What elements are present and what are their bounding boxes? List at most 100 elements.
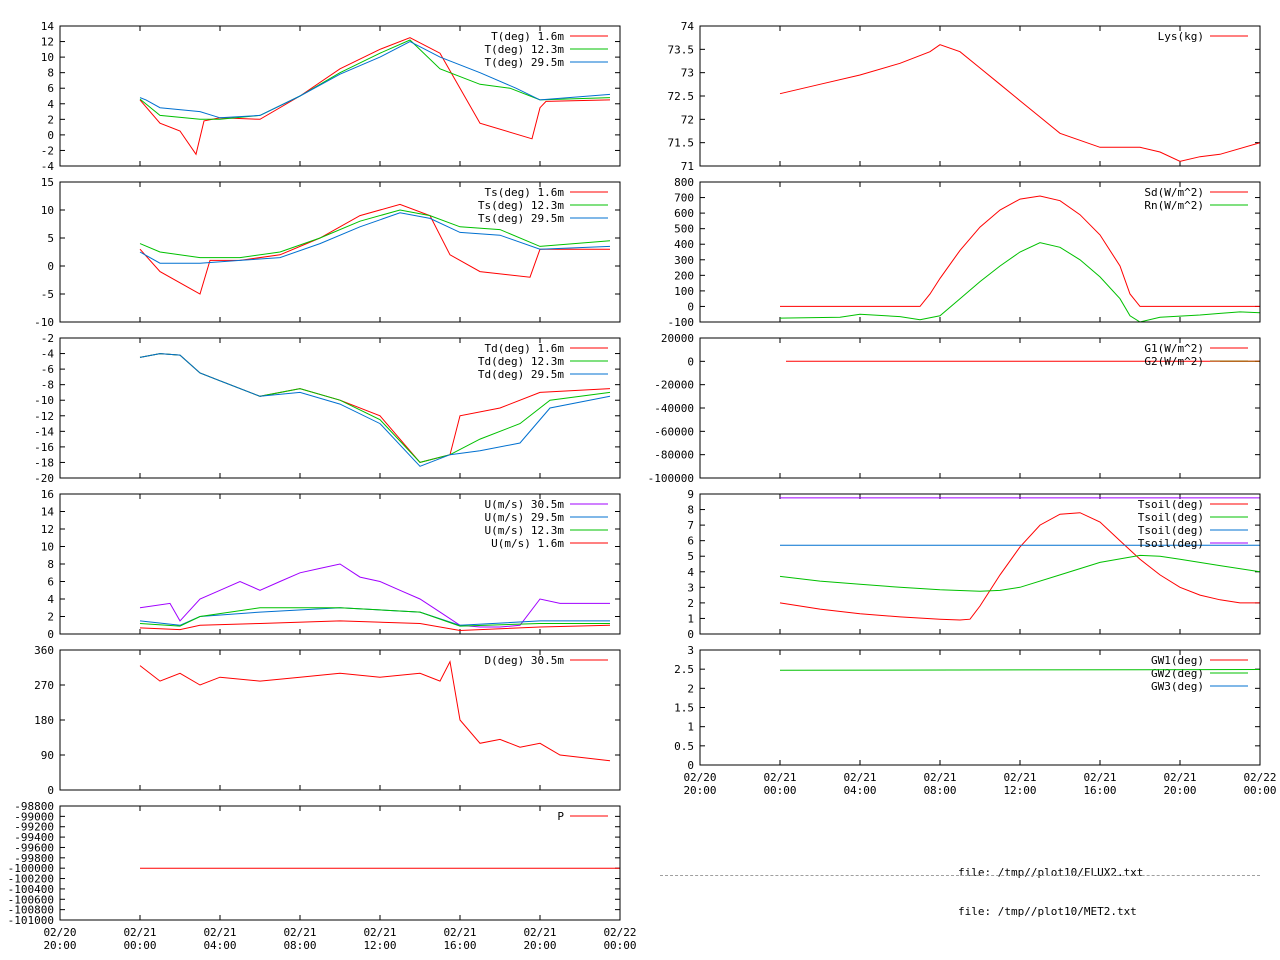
- legend-label: U(m/s) 1.6m: [491, 537, 564, 550]
- x-tick-label: 08:00: [923, 784, 956, 797]
- legend-label: U(m/s) 30.5m: [485, 498, 565, 511]
- chart-panel-9: -100000 -80000 -60000 -40000 -20000 0 20000 G1(…: [648, 332, 1261, 485]
- y-tick-label: 72.5: [668, 90, 695, 103]
- y-tick-label: 6: [687, 535, 694, 548]
- plot-frame: [699, 337, 1261, 479]
- x-tick-label: 12:00: [363, 939, 396, 952]
- legend-label: G2(W/m^2): [1144, 355, 1204, 368]
- y-tick-label: -16: [34, 441, 54, 454]
- legend-label: Tsoil(deg): [1138, 511, 1204, 524]
- legend-label: Sd(W/m^2): [1144, 186, 1204, 199]
- y-tick-label: -80000: [654, 449, 694, 462]
- series-line: [139, 607, 610, 627]
- y-tick-label: -99200: [14, 821, 54, 834]
- y-tick-label: 0: [47, 784, 54, 797]
- legend-label: Td(deg) 29.5m: [478, 368, 564, 381]
- y-tick-label: 2: [47, 611, 54, 624]
- legend-label: Ts(deg) 1.6m: [485, 186, 565, 199]
- x-tick-label: 02/21: [1163, 771, 1196, 784]
- x-tick-label: 02/21: [283, 926, 316, 939]
- y-tick-label: 0.5: [674, 740, 694, 753]
- legend-label: U(m/s) 29.5m: [485, 511, 565, 524]
- y-tick-label: 700: [674, 192, 694, 205]
- y-tick-label: 4: [47, 593, 54, 606]
- y-tick-label: -99600: [14, 841, 54, 854]
- x-tick-label: 08:00: [283, 939, 316, 952]
- y-tick-label: 2: [47, 113, 54, 126]
- y-tick-label: 8: [47, 558, 54, 571]
- y-tick-label: -4: [41, 348, 55, 361]
- plot-frame: [59, 337, 621, 479]
- x-tick-label: 20:00: [43, 939, 76, 952]
- y-tick-label: 74: [681, 20, 695, 33]
- y-tick-label: 0: [47, 129, 54, 142]
- y-tick-label: 800: [674, 176, 694, 189]
- chart-panel-8: -100 0 100 200 300 400 500 600 700 800 Sd(W/m^2)Rn…: [668, 176, 1261, 329]
- y-tick-label: -98800: [14, 800, 54, 813]
- legend-label: GW1(deg): [1151, 654, 1204, 667]
- y-tick-label: 16: [41, 488, 54, 501]
- y-tick-label: -18: [34, 456, 54, 469]
- x-tick-label: 02/20: [683, 771, 716, 784]
- y-tick-label: 100: [674, 285, 694, 298]
- y-tick-label: -60000: [654, 425, 694, 438]
- y-tick-label: 71.5: [668, 137, 695, 150]
- y-tick-label: 360: [34, 644, 54, 657]
- x-tick-label: 00:00: [603, 939, 636, 952]
- y-tick-label: 14: [41, 506, 55, 519]
- legend-label: Td(deg) 1.6m: [485, 342, 565, 355]
- x-tick-label: 02/21: [1083, 771, 1116, 784]
- y-tick-label: 90: [41, 749, 54, 762]
- y-tick-label: 0: [687, 759, 694, 772]
- legend-label: Tsoil(deg): [1138, 498, 1204, 511]
- plot-frame: [699, 649, 1261, 766]
- y-tick-label: 500: [674, 223, 694, 236]
- x-tick-label: 00:00: [123, 939, 156, 952]
- legend-label: D(deg) 30.5m: [485, 654, 565, 667]
- x-tick-label: 02/21: [843, 771, 876, 784]
- y-tick-label: 73.5: [668, 43, 695, 56]
- y-tick-label: 270: [34, 679, 54, 692]
- chart-panel-6: -101000-100800-100600-100400-100200-1000…: [8, 800, 637, 952]
- plot-frame: [59, 181, 621, 323]
- y-tick-label: -14: [34, 425, 54, 438]
- plot-frame: [59, 649, 621, 791]
- y-tick-label: -40000: [654, 402, 694, 415]
- y-tick-label: 300: [674, 254, 694, 267]
- y-tick-label: 10: [41, 51, 54, 64]
- chart-panel-1: -4 -2 0 2 4 6 8 10 12 14 T(deg) 1.6mT(deg) 12.3mT(…: [41, 20, 621, 173]
- x-tick-label: 02/20: [43, 926, 76, 939]
- series-line: [779, 554, 1260, 592]
- file-list: file: /tmp//plot10/FLUX2.txt file: /tmp/…: [958, 840, 1258, 931]
- legend-label: T(deg) 1.6m: [491, 30, 564, 43]
- y-tick-label: 20000: [661, 332, 694, 345]
- chart-panel-10: 0123456789Tsoil(deg)Tsoil(deg)Tsoil(deg)…: [687, 488, 1261, 641]
- y-tick-label: 71: [681, 160, 694, 173]
- y-tick-label: -8: [41, 379, 54, 392]
- y-tick-label: -2: [41, 144, 54, 157]
- y-tick-label: 1.5: [674, 702, 694, 715]
- legend-label: GW2(deg): [1151, 667, 1204, 680]
- y-tick-label: 6: [47, 82, 54, 95]
- y-tick-label: 0: [47, 260, 54, 273]
- y-tick-label: 600: [674, 207, 694, 220]
- y-tick-label: 8: [47, 67, 54, 80]
- x-tick-label: 02/21: [443, 926, 476, 939]
- series-line: [139, 203, 610, 295]
- y-tick-label: 2.5: [674, 663, 694, 676]
- x-tick-label: 04:00: [843, 784, 876, 797]
- y-tick-label: 8: [687, 504, 694, 517]
- y-tick-label: -101000: [8, 914, 54, 927]
- x-tick-label: 00:00: [1243, 784, 1276, 797]
- legend-label: Lys(kg): [1158, 30, 1204, 43]
- series-line: [779, 669, 1260, 671]
- x-tick-label: 20:00: [523, 939, 556, 952]
- legend-label: Td(deg) 12.3m: [478, 355, 564, 368]
- x-tick-label: 02/21: [123, 926, 156, 939]
- x-tick-label: 20:00: [1163, 784, 1196, 797]
- y-tick-label: -5: [41, 288, 54, 301]
- y-tick-label: -10: [34, 394, 54, 407]
- plot-frame: [699, 25, 1261, 167]
- file-label-met: file: /tmp//plot10/MET2.txt: [958, 905, 1137, 918]
